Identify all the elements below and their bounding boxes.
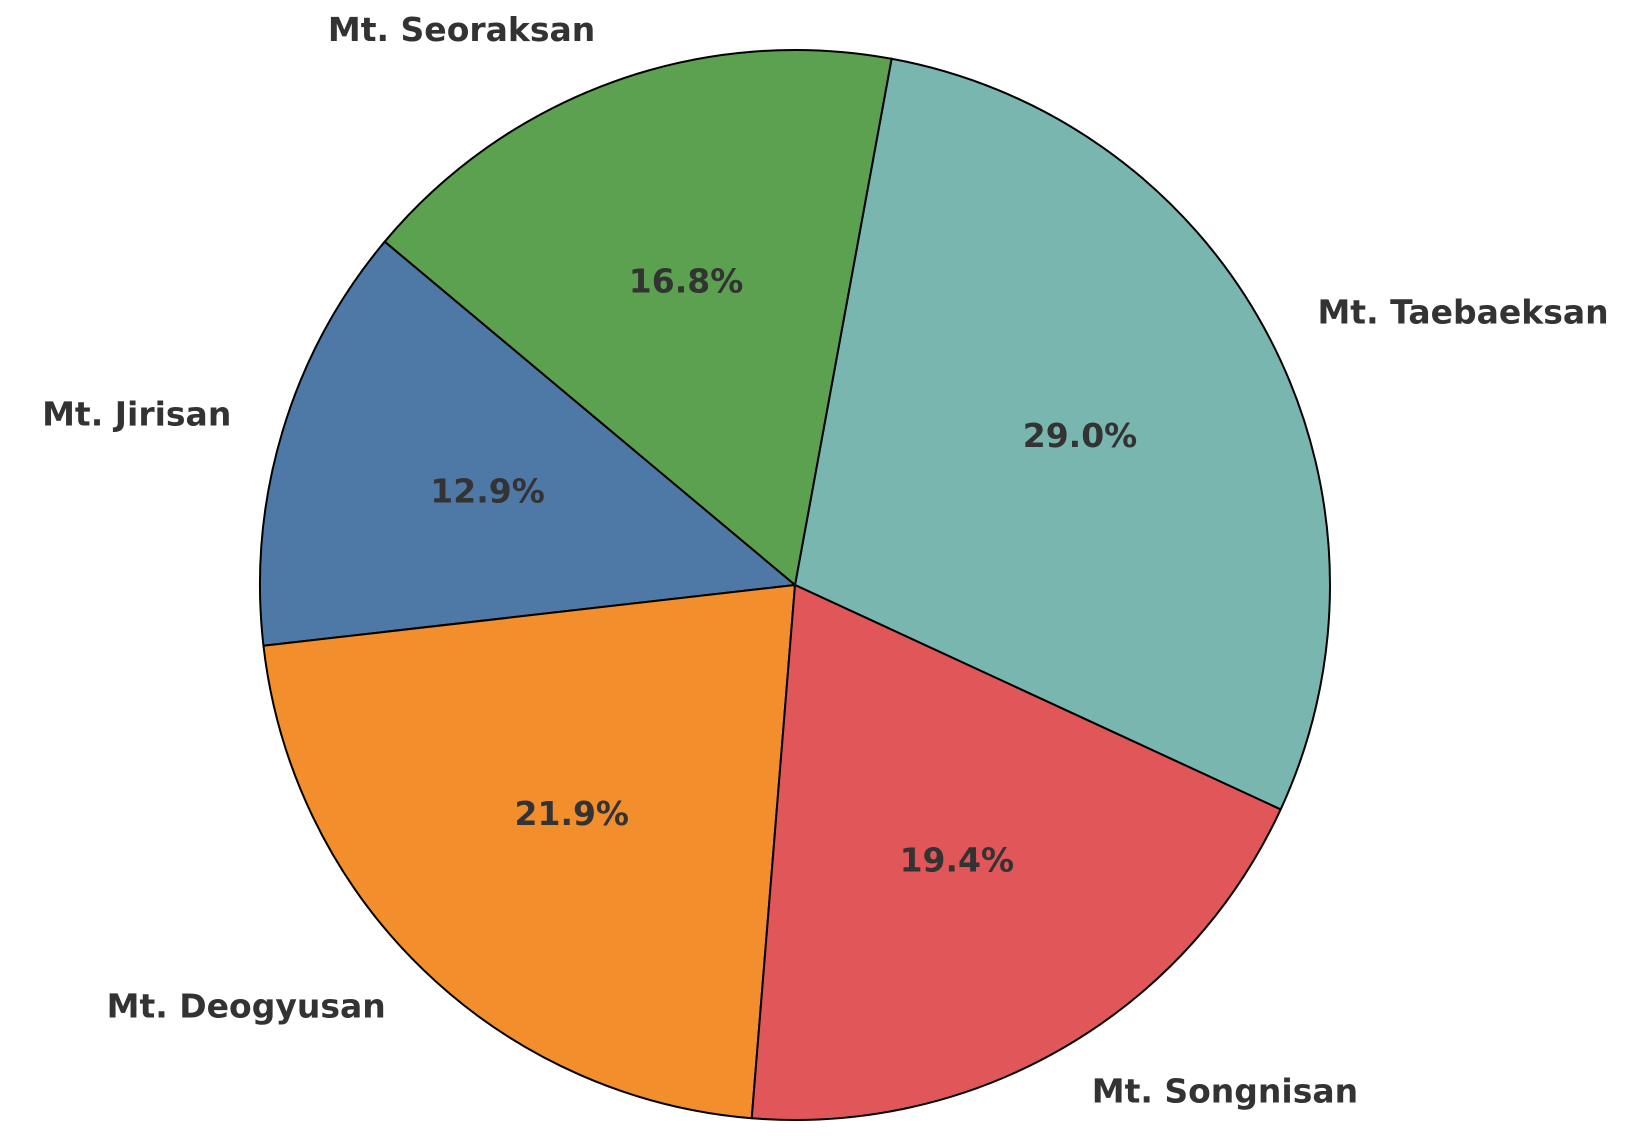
slice-label: Mt. Taebaeksan [1317,293,1608,332]
pie-slice [259,240,796,647]
slice-label: Mt. Jirisan [42,394,231,433]
percent-label: 21.9% [515,794,630,833]
slice-label: Mt. Seoraksan [328,10,595,49]
slice-label: Mt. Songnisan [1092,1072,1358,1111]
pie-slice [262,584,796,1120]
percent-label: 29.0% [1023,416,1138,455]
percent-label: 16.8% [629,262,744,301]
pie-slice [794,57,1331,811]
pie-slice [383,49,893,586]
percent-label: 12.9% [430,471,545,510]
slice-label: Mt. Deogyusan [107,986,386,1025]
pie-slice [750,584,1282,1121]
percent-label: 19.4% [900,841,1015,880]
